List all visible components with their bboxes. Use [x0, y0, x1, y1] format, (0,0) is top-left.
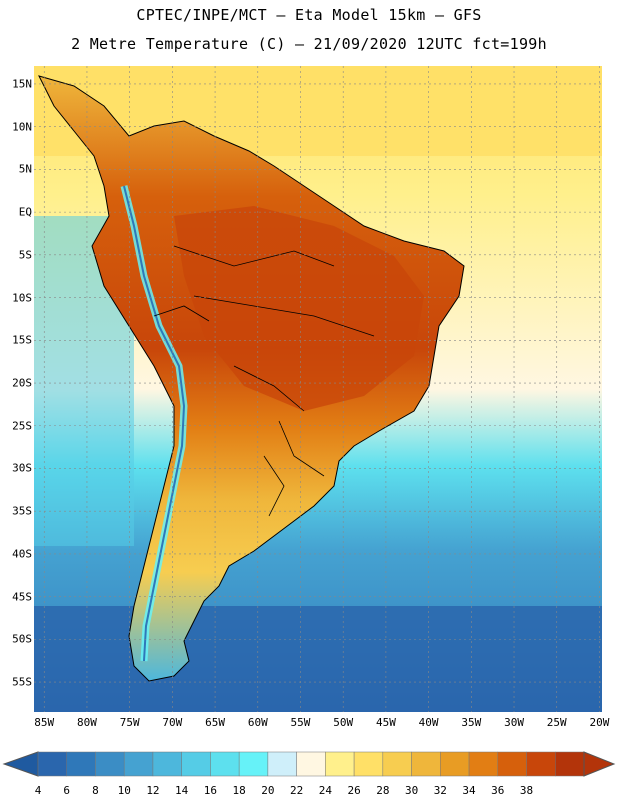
longitude-label: 85W [34, 716, 55, 729]
longitude-label: 60W [247, 716, 268, 729]
longitude-label: 70W [162, 716, 183, 729]
southern-ocean-band [34, 606, 602, 712]
colorbar-label: 16 [203, 784, 218, 797]
colorbar-label: 8 [92, 784, 99, 797]
colorbar-swatch [468, 751, 499, 777]
longitude-label: 80W [77, 716, 97, 729]
longitude-label: 45W [375, 716, 396, 729]
colorbar-label: 34 [462, 784, 476, 797]
latitude-label: 5N [18, 162, 32, 176]
colorbar-label: 28 [376, 784, 390, 797]
longitude-label: 30W [504, 716, 524, 729]
andes-ridge-core [123, 185, 186, 662]
colorbar-label: 6 [63, 784, 71, 797]
colorbar-label: 30 [404, 784, 419, 797]
longitude-label: 50W [333, 716, 354, 729]
colorbar-swatch [66, 751, 96, 777]
latitude-label: EQ [18, 205, 32, 219]
colorbar-label: 12 [146, 784, 160, 797]
colorbar-swatch [325, 751, 355, 777]
colorbar-swatch [181, 751, 211, 777]
colorbar-swatch [123, 751, 154, 777]
colorbar-swatch [296, 751, 326, 777]
longitude-label: 75W [119, 716, 140, 729]
colorbar-swatch [267, 751, 297, 777]
latitude-label: 45S [12, 590, 32, 604]
colorbar-swatch [382, 751, 412, 777]
colorbar-label: 32 [433, 784, 447, 797]
longitude-label: 65W [205, 716, 225, 729]
latitude-label: 15S [12, 333, 32, 347]
latitude-label: 10S [12, 291, 32, 305]
latitude-label: 20S [12, 376, 32, 390]
colorbar-swatch [411, 751, 441, 777]
longitude-label: 25W [546, 716, 567, 729]
colorbar-swatch [555, 751, 585, 777]
map-title-line2: 2 Metre Temperature (C) – 21/09/2020 12U… [71, 35, 547, 53]
colorbar-label: 24 [318, 784, 332, 797]
latitude-label: 30S [12, 461, 32, 475]
colorbar-swatch [440, 751, 470, 777]
latitude-label: 15N [12, 77, 32, 91]
longitude-label: 40W [418, 716, 439, 729]
colorbar-label: 14 [175, 784, 189, 797]
colorbar-swatches [2, 751, 616, 777]
latitude-label: 50S [12, 632, 32, 646]
longitude-label: 20W [589, 716, 610, 729]
colorbar-under-arrow [2, 751, 39, 777]
colorbar-swatch [353, 751, 384, 777]
colorbar-swatch [152, 751, 182, 777]
colorbar-over-arrow [583, 751, 616, 777]
latitude-label: 5S [18, 248, 32, 262]
colorbar-label: 36 [491, 784, 505, 797]
colorbar-swatch [95, 751, 125, 777]
longitude-label: 35W [461, 716, 482, 729]
colorbar-label: 10 [117, 784, 131, 797]
longitude-label: 55W [290, 716, 311, 729]
hot-core-region [174, 206, 424, 411]
colorbar-swatch [526, 751, 556, 777]
colorbar-swatch [497, 751, 527, 777]
colorbar-swatch [37, 751, 67, 777]
colorbar-swatch [210, 751, 240, 777]
colorbar-label: 20 [261, 784, 275, 797]
colorbar-label: 38 [519, 784, 534, 797]
country-borders [153, 245, 375, 517]
colorbar [0, 748, 618, 798]
colorbar-label: 18 [232, 784, 246, 797]
colorbar-label: 22 [290, 784, 304, 797]
latitude-label: 35S [12, 504, 32, 518]
latitude-label: 10N [12, 120, 32, 134]
map-canvas [34, 66, 602, 712]
latitude-label: 25S [12, 419, 32, 433]
latitude-label: 40S [12, 547, 32, 561]
colorbar-swatch [238, 751, 269, 777]
colorbar-label: 4 [34, 784, 42, 797]
colorbar-label: 26 [347, 784, 361, 797]
latitude-label: 55S [12, 675, 32, 689]
temperature-map [34, 66, 602, 712]
map-title-line1: CPTEC/INPE/MCT – Eta Model 15km – GFS [136, 6, 482, 24]
